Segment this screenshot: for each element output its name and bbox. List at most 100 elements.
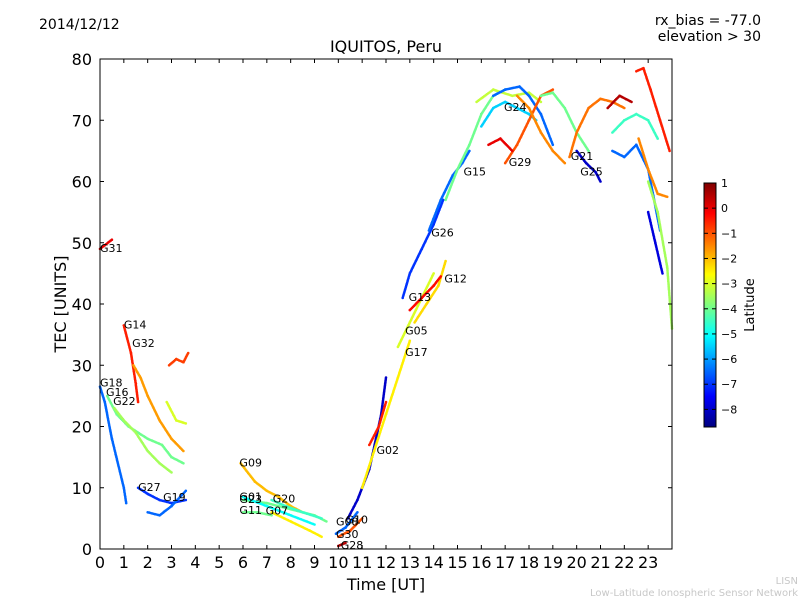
track-g26 bbox=[401, 198, 445, 300]
data-point bbox=[184, 489, 188, 493]
track-gb bbox=[167, 351, 190, 367]
satellite-label-g29: G29 bbox=[509, 156, 532, 169]
track-g27 bbox=[136, 486, 188, 505]
data-point bbox=[136, 400, 140, 404]
y-tick-label: 60 bbox=[72, 173, 92, 192]
y-tick-label: 80 bbox=[72, 50, 92, 69]
x-tick-label: 17 bbox=[495, 553, 515, 572]
colorbar-tick-label: −2 bbox=[721, 252, 737, 265]
data-point bbox=[344, 541, 347, 545]
data-point bbox=[630, 100, 633, 104]
y-axis-label: TEC [UNITS] bbox=[51, 256, 70, 354]
chart-title: IQUITOS, Peru bbox=[329, 37, 443, 56]
data-point bbox=[661, 272, 664, 275]
colorbar-tick-label: −5 bbox=[721, 328, 737, 341]
track-g29 bbox=[503, 88, 555, 165]
satellite-label-g27: G27 bbox=[138, 481, 161, 494]
date-label: 2014/12/12 bbox=[39, 17, 120, 33]
data-point bbox=[444, 259, 447, 263]
x-tick-label: 23 bbox=[638, 553, 658, 572]
x-tick-label: 13 bbox=[400, 553, 420, 572]
data-point bbox=[182, 462, 185, 465]
satellite-label-g05: G05 bbox=[405, 325, 428, 338]
track-g24 bbox=[480, 100, 538, 128]
satellite-label-g01: G01 bbox=[239, 491, 262, 504]
satellite-label-g19: G19 bbox=[163, 491, 186, 504]
track-g18 bbox=[98, 385, 128, 505]
x-tick-label: 14 bbox=[423, 553, 443, 572]
track-g07 bbox=[270, 511, 323, 539]
data-point bbox=[182, 449, 185, 453]
track-gi bbox=[611, 112, 659, 140]
data-point bbox=[124, 501, 128, 505]
track-g14 bbox=[122, 324, 140, 404]
track-g22 bbox=[113, 406, 173, 474]
satellite-label-g26: G26 bbox=[431, 227, 454, 240]
satellite-label-g13: G13 bbox=[409, 291, 432, 304]
satellite-label-g20: G20 bbox=[273, 492, 296, 505]
x-tick-label: 20 bbox=[566, 553, 586, 572]
data-point bbox=[656, 137, 659, 140]
rx-bias-label: rx_bias = -77.0 bbox=[654, 13, 761, 29]
credit-short: LISN bbox=[775, 576, 798, 587]
data-point bbox=[468, 149, 471, 153]
x-tick-label: 19 bbox=[543, 553, 563, 572]
data-point bbox=[384, 400, 388, 404]
satellite-label-g10: G10 bbox=[345, 513, 368, 526]
colorbar-tick-label: −3 bbox=[721, 278, 737, 291]
satellite-label-g30: G30 bbox=[336, 528, 359, 541]
track-g32 bbox=[132, 364, 185, 453]
x-tick-label: 3 bbox=[166, 553, 176, 572]
data-point bbox=[511, 149, 514, 153]
plot-area bbox=[98, 66, 674, 548]
track-g31 bbox=[98, 238, 114, 251]
track-gf bbox=[515, 94, 567, 165]
track-gc bbox=[444, 88, 507, 202]
x-tick-label: 5 bbox=[214, 553, 224, 572]
satellite-label-g02: G02 bbox=[376, 444, 399, 457]
data-point bbox=[668, 149, 671, 153]
track-gj bbox=[611, 143, 662, 232]
satellite-label-g24: G24 bbox=[504, 101, 527, 114]
track-g11 bbox=[241, 511, 273, 517]
data-point bbox=[170, 471, 173, 474]
track-g30 bbox=[337, 517, 364, 539]
satellite-label-g09: G09 bbox=[239, 456, 262, 469]
satellite-label-g18: G18 bbox=[100, 377, 123, 390]
satellite-label-g11: G11 bbox=[239, 504, 262, 517]
satellite-label-g15: G15 bbox=[463, 165, 486, 178]
y-tick-label: 30 bbox=[72, 356, 92, 375]
data-point bbox=[325, 520, 328, 523]
colorbar-tick-label: −7 bbox=[721, 378, 737, 391]
x-tick-label: 12 bbox=[376, 553, 396, 572]
data-point bbox=[587, 149, 590, 153]
colorbar-bar bbox=[703, 182, 717, 428]
elevation-label: elevation > 30 bbox=[657, 29, 761, 45]
data-point bbox=[599, 180, 602, 183]
track-ge bbox=[492, 85, 555, 147]
track-go bbox=[637, 137, 669, 199]
track-gn bbox=[646, 210, 664, 275]
data-point bbox=[551, 143, 555, 147]
x-tick-label: 15 bbox=[447, 553, 467, 572]
y-tick-label: 20 bbox=[72, 418, 92, 437]
colorbar-label: Latitude bbox=[743, 278, 758, 332]
satellite-label-g16: G16 bbox=[106, 386, 129, 399]
track-gk bbox=[606, 94, 633, 110]
satellite-label-g31: G31 bbox=[100, 242, 123, 255]
data-point bbox=[408, 339, 412, 343]
satellite-label-g21: G21 bbox=[571, 150, 594, 163]
x-tick-label: 1 bbox=[119, 553, 129, 572]
satellite-label-g22: G22 bbox=[113, 395, 136, 408]
track-gm bbox=[646, 180, 674, 330]
track-g08 bbox=[334, 511, 359, 535]
x-axis-label: Time [UT] bbox=[346, 575, 425, 594]
x-tick-label: 6 bbox=[238, 553, 248, 572]
data-point bbox=[563, 161, 567, 165]
plot-frame bbox=[99, 58, 673, 550]
data-point bbox=[356, 511, 359, 514]
x-tick-label: 21 bbox=[590, 553, 610, 572]
data-point bbox=[110, 238, 114, 241]
data-point bbox=[320, 517, 323, 520]
